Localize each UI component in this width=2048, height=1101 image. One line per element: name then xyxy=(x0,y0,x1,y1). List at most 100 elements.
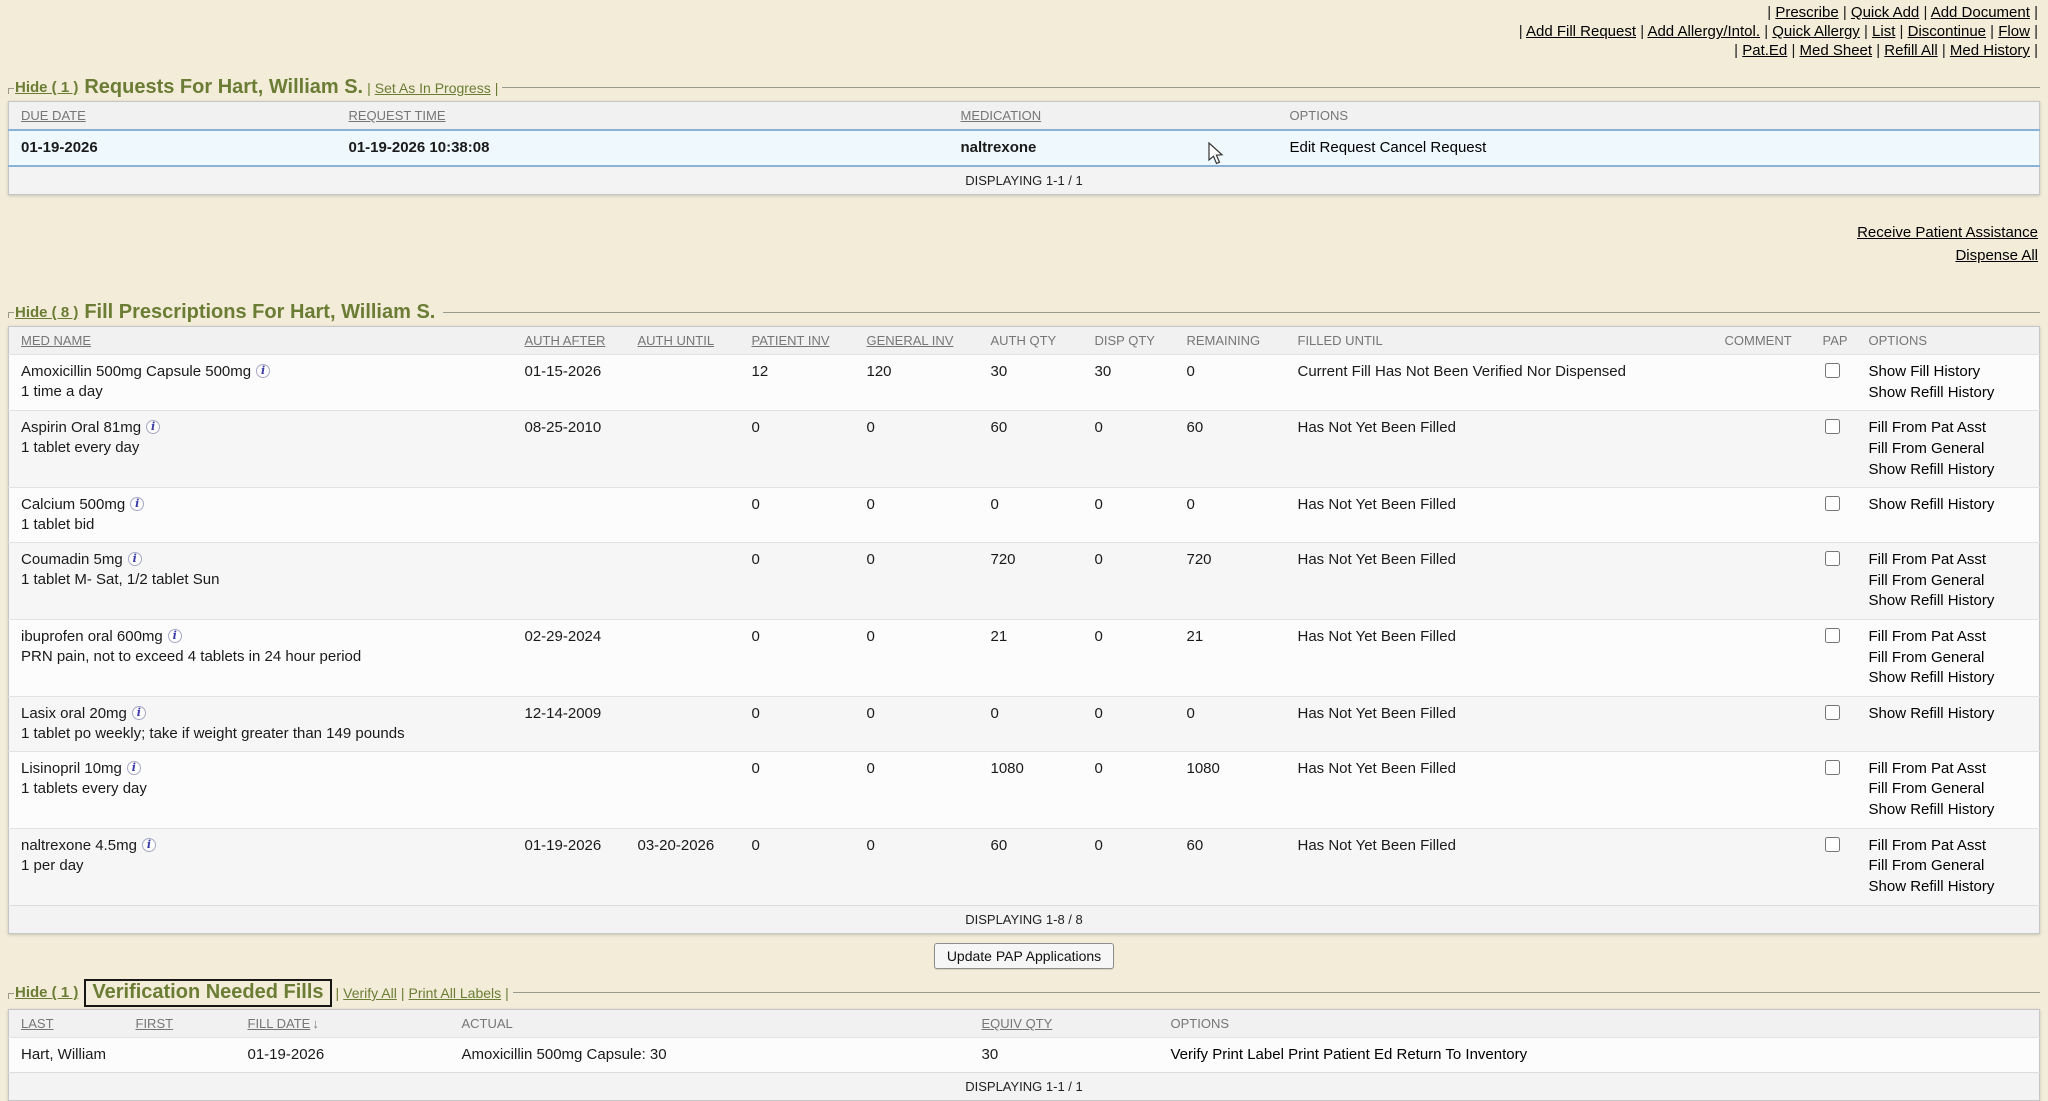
pap-checkbox[interactable] xyxy=(1824,362,1840,378)
requests-header-medication[interactable]: MEDICATION xyxy=(948,101,1278,130)
nav-link-add-allergy-intol[interactable]: Add Allergy/Intol. xyxy=(1647,23,1761,40)
nav-link-med-sheet[interactable]: Med Sheet xyxy=(1799,42,1873,59)
fill-prescription-row[interactable]: Calcium 500mg i 1 tablet bid 0 0 0 0 0 Has Not Y… xyxy=(8,487,2040,543)
comment-cell xyxy=(1712,487,1811,543)
verification-header-equiv-qty[interactable]: EQUIV QTY xyxy=(969,1009,1159,1038)
option-link-show-refill-history[interactable]: Show Refill History xyxy=(1868,383,1995,401)
option-link-fill-from-pat-asst[interactable]: Fill From Pat Asst xyxy=(1868,836,1987,854)
fill-prescription-row[interactable]: Aspirin Oral 81mg i 1 tablet every day 08-2… xyxy=(8,410,2040,488)
option-link-show-refill-history[interactable]: Show Refill History xyxy=(1868,705,1995,723)
pap-cell xyxy=(1810,750,1857,829)
nav-link-refill-all[interactable]: Refill All xyxy=(1884,42,1938,59)
verification-header-last[interactable]: LAST xyxy=(8,1009,124,1038)
option-link-edit-request[interactable]: Edit Request xyxy=(1289,139,1376,156)
fill-prescription-row[interactable]: Amoxicillin 500mg Capsule 500mg i 1 time a… xyxy=(8,353,2040,411)
requests-hide-link[interactable]: Hide ( 1 ) xyxy=(15,79,79,96)
fill-prescription-row[interactable]: ibuprofen oral 600mg i PRN pain, not to ex… xyxy=(8,619,2040,697)
print-all-labels-link[interactable]: Print All Labels xyxy=(408,984,502,1001)
fill-prescription-row[interactable]: Lisinopril 10mg i 1 tablets every day 0 0 108… xyxy=(8,750,2040,829)
requests-header-due-date[interactable]: DUE DATE xyxy=(8,101,337,130)
dispense-all-link[interactable]: Dispense All xyxy=(1955,246,2038,264)
fill-options-cell: Fill From Pat Asst Fill From General Show … xyxy=(1856,827,2040,906)
fills-header-disp-qty: DISP QTY xyxy=(1082,326,1175,355)
option-link-verify[interactable]: Verify xyxy=(1170,1045,1209,1063)
option-link-fill-from-pat-asst[interactable]: Fill From Pat Asst xyxy=(1868,550,1987,568)
nav-link-quick-add[interactable]: Quick Add xyxy=(1850,4,1920,21)
option-link-fill-from-pat-asst[interactable]: Fill From Pat Asst xyxy=(1868,628,1987,646)
nav-link-prescribe[interactable]: Prescribe xyxy=(1775,4,1839,21)
option-link-show-refill-history[interactable]: Show Refill History xyxy=(1868,801,1995,819)
auth-qty-cell: 720 xyxy=(978,541,1083,620)
pap-checkbox[interactable] xyxy=(1824,550,1840,566)
pap-checkbox[interactable] xyxy=(1824,419,1840,435)
option-link-show-refill-history[interactable]: Show Refill History xyxy=(1868,592,1995,610)
option-link-fill-from-general[interactable]: Fill From General xyxy=(1868,780,1985,798)
info-icon[interactable]: i xyxy=(141,837,156,852)
option-link-fill-from-general[interactable]: Fill From General xyxy=(1868,440,1985,458)
option-link-return-to-inventory[interactable]: Return To Inventory xyxy=(1396,1045,1528,1063)
info-icon[interactable]: i xyxy=(167,629,182,644)
nav-link-pat-ed[interactable]: Pat.Ed xyxy=(1742,42,1788,59)
fill-prescription-row[interactable]: naltrexone 4.5mg i 1 per day 01-19-2026 03-2… xyxy=(8,827,2040,906)
option-link-fill-from-general[interactable]: Fill From General xyxy=(1868,857,1985,875)
option-link-fill-from-pat-asst[interactable]: Fill From Pat Asst xyxy=(1868,759,1987,777)
option-link-fill-from-general[interactable]: Fill From General xyxy=(1868,571,1985,589)
pap-checkbox[interactable] xyxy=(1824,759,1840,775)
info-icon[interactable]: i xyxy=(256,363,271,378)
med-sig: 1 tablets every day xyxy=(21,779,147,797)
fills-header-auth-until[interactable]: AUTH UNTIL xyxy=(625,326,740,355)
update-pap-applications-button[interactable]: Update PAP Applications xyxy=(933,942,1115,969)
verification-hide-link[interactable]: Hide ( 1 ) xyxy=(15,984,79,1002)
nav-link-flow[interactable]: Flow xyxy=(1998,23,2030,40)
nav-link-add-fill-request[interactable]: Add Fill Request xyxy=(1525,23,1637,40)
option-link-cancel-request[interactable]: Cancel Request xyxy=(1379,139,1487,156)
nav-link-add-document[interactable]: Add Document xyxy=(1930,4,2030,21)
nav-link-discontinue[interactable]: Discontinue xyxy=(1907,23,1987,40)
fill-prescription-row[interactable]: Coumadin 5mg i 1 tablet M- Sat, 1/2 tablet… xyxy=(8,541,2040,620)
requests-header-options: OPTIONS xyxy=(1277,101,2040,130)
nav-link-list[interactable]: List xyxy=(1872,23,1896,40)
pap-checkbox[interactable] xyxy=(1824,705,1840,721)
receive-patient-assistance-link[interactable]: Receive Patient Assistance xyxy=(1857,223,2038,241)
med-name-cell: Amoxicillin 500mg Capsule 500mg i 1 time a… xyxy=(8,353,513,411)
requests-header-request-time[interactable]: REQUEST TIME xyxy=(336,101,949,130)
pap-checkbox[interactable] xyxy=(1824,496,1840,512)
verification-row[interactable]: Hart, William 01-19-2026 Amoxicillin 500… xyxy=(8,1036,2040,1073)
auth-after-cell: 02-29-2024 xyxy=(512,619,626,697)
option-link-print-patient-ed[interactable]: Print Patient Ed xyxy=(1288,1045,1393,1063)
option-link-fill-from-general[interactable]: Fill From General xyxy=(1868,648,1985,666)
pap-checkbox[interactable] xyxy=(1824,628,1840,644)
info-icon[interactable]: i xyxy=(131,706,146,721)
fills-header-med-name[interactable]: MED NAME xyxy=(8,326,513,355)
info-icon[interactable]: i xyxy=(146,420,161,435)
med-name: Lisinopril 10mg xyxy=(21,759,122,777)
pap-checkbox[interactable] xyxy=(1824,836,1840,852)
nav-link-med-history[interactable]: Med History xyxy=(1949,42,2030,59)
fills-hide-link[interactable]: Hide ( 8 ) xyxy=(15,303,79,321)
verification-header-first[interactable]: FIRST xyxy=(123,1009,236,1038)
option-link-show-refill-history[interactable]: Show Refill History xyxy=(1868,669,1995,687)
request-row[interactable]: 01-19-2026 01-19-2026 10:38:08 naltrexon… xyxy=(8,129,2040,167)
option-link-show-refill-history[interactable]: Show Refill History xyxy=(1868,460,1995,478)
info-icon[interactable]: i xyxy=(130,497,145,512)
option-link-show-refill-history[interactable]: Show Refill History xyxy=(1868,878,1995,896)
nav-link-quick-allergy[interactable]: Quick Allergy xyxy=(1772,23,1860,40)
verify-all-link[interactable]: Verify All xyxy=(343,984,397,1001)
info-icon[interactable]: i xyxy=(126,760,141,775)
option-link-show-fill-history[interactable]: Show Fill History xyxy=(1868,362,1981,380)
fill-prescription-row[interactable]: Lasix oral 20mg i 1 tablet po weekly; take… xyxy=(8,696,2040,752)
fills-header-auth-after[interactable]: AUTH AFTER xyxy=(512,326,626,355)
option-link-fill-from-pat-asst[interactable]: Fill From Pat Asst xyxy=(1868,419,1987,437)
auth-qty-cell: 30 xyxy=(978,353,1083,411)
nav-row: | Pat.Ed | Med Sheet | Refill All | Med … xyxy=(1734,42,2038,59)
option-link-print-label[interactable]: Print Label xyxy=(1212,1045,1284,1063)
info-icon[interactable]: i xyxy=(127,551,142,566)
fills-header-general-inv[interactable]: GENERAL INV xyxy=(854,326,979,355)
fills-header-patient-inv[interactable]: PATIENT INV xyxy=(739,326,855,355)
option-link-show-refill-history[interactable]: Show Refill History xyxy=(1868,496,1995,514)
set-as-in-progress-link[interactable]: Set As In Progress xyxy=(374,79,491,96)
med-name: Lasix oral 20mg xyxy=(21,705,127,723)
pap-cell xyxy=(1810,410,1857,488)
verification-header-fill-date[interactable]: FILL DATE ↓ xyxy=(235,1009,450,1038)
